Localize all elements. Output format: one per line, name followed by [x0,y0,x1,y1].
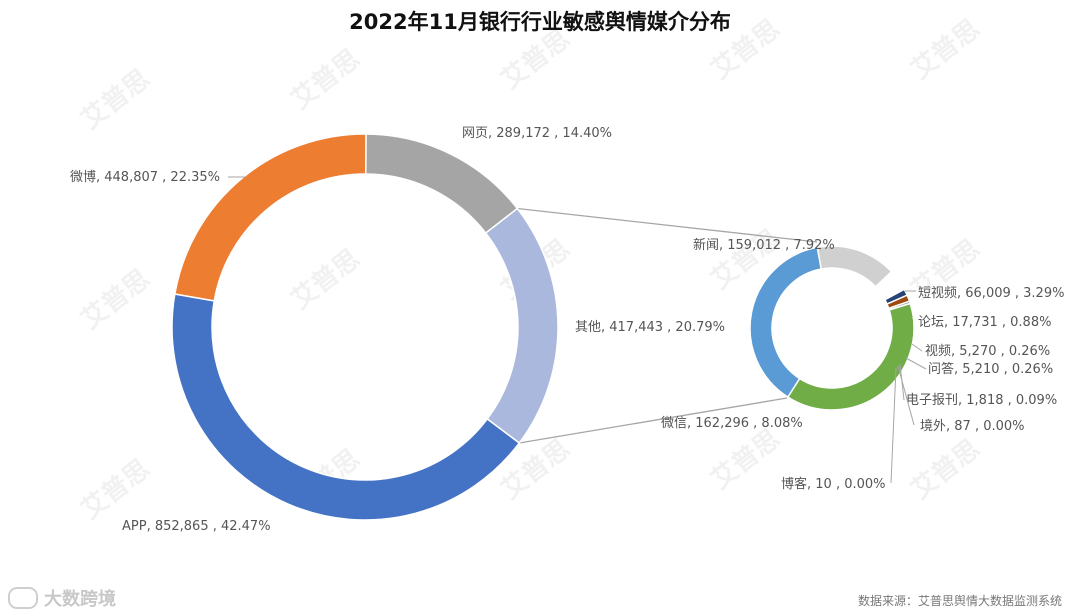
donut-slice-网页 [365,133,519,235]
watermark-text: 艾普思 [905,433,986,505]
watermark-text: 艾普思 [905,13,986,85]
connector-line-bottom [519,397,788,444]
label-短视频: 短视频, 66,009 , 3.29% [918,286,1064,301]
watermark-text: 艾普思 [705,423,786,495]
donut-slice-新闻 [749,246,823,399]
connector-lines [517,207,818,444]
label-论坛: 论坛, 17,731 , 0.88% [918,315,1051,330]
label-网页: 网页, 289,172 , 14.40% [462,126,612,141]
label-其他: 其他, 417,443 , 20.79% [575,320,725,335]
connector-line-top [517,207,818,243]
main-donut [171,133,559,521]
watermark-text: 艾普思 [75,263,156,335]
brand-name: 大数跨境 [44,589,116,610]
source-note: 数据来源：艾普思舆情大数据监测系统 [857,594,1062,608]
label-微博: 微博, 448,807 , 22.35% [70,170,220,185]
label-问答: 问答, 5,210 , 0.26% [928,361,1053,377]
leader-境外 [897,365,915,426]
label-微信: 微信, 162,296 , 8.08% [661,416,803,431]
leader-视频 [911,343,923,352]
donut-slice-微博 [173,133,367,302]
brand-mark: 大数跨境 [8,585,116,611]
watermark-text: 艾普思 [285,243,366,315]
label-博客: 博客, 10 , 0.00% [781,476,886,492]
detail-donut [749,245,915,411]
label-电子报刊: 电子报刊, 1,818 , 0.09% [906,393,1057,408]
leader-问答 [905,357,927,370]
watermark-text: 艾普思 [495,23,576,95]
detail-donut-outline [749,245,915,411]
watermark-text: 艾普思 [285,43,366,115]
data-labels: 网页, 289,172 , 14.40% 其他, 417,443 , 20.79%… [70,126,1064,534]
chart-title: 2022年11月银行行业敏感舆情媒介分布 [349,10,731,34]
watermark-text: 艾普思 [75,63,156,135]
label-境外: 境外, 87 , 0.00% [920,419,1025,434]
watermark-text: 艾普思 [75,453,156,525]
watermark-text: 艾普思 [705,13,786,85]
label-APP: APP, 852,865 , 42.47% [122,519,271,534]
leader-博客 [890,367,897,484]
donut-slice-APP [171,293,521,521]
label-新闻: 新闻, 159,012 , 7.92% [693,237,835,253]
brand-logo-icon [8,587,38,609]
label-视频: 视频, 5,270 , 0.26% [925,344,1050,359]
